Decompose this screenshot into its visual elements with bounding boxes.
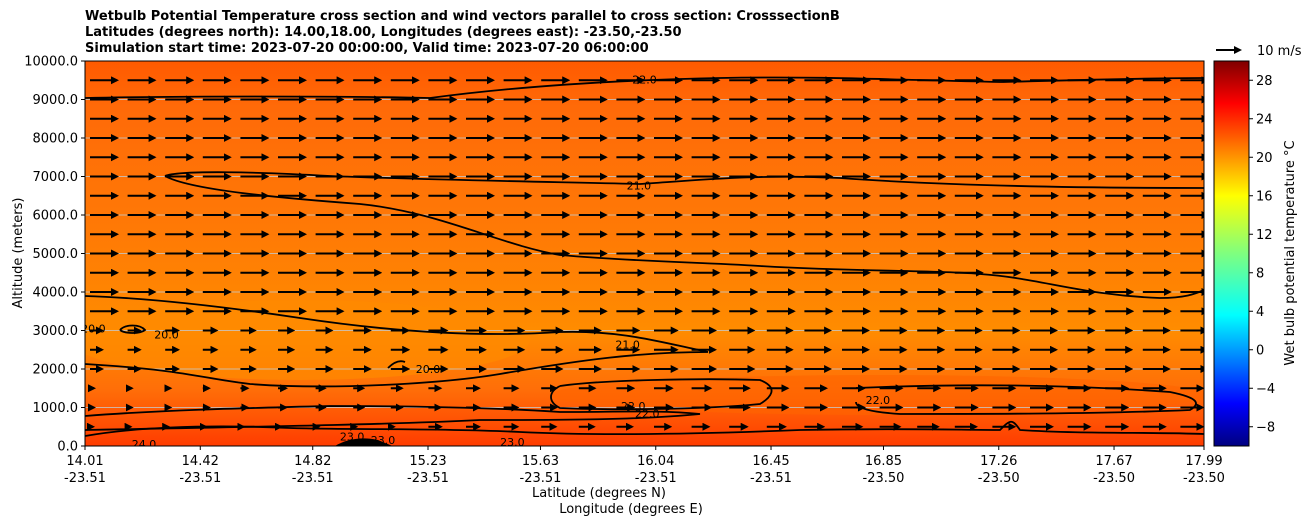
- contour-label-9: 23.0: [500, 436, 525, 449]
- x-tick-lon-4: -23.51: [520, 471, 562, 486]
- y-axis-label: Altitude (meters): [11, 198, 26, 309]
- contour-label-2: 21.0: [615, 339, 640, 352]
- x-tick-lat-6: 16.45: [752, 454, 789, 469]
- contour-20-hook: [387, 360, 406, 369]
- colorbar-tick-label-6: 16: [1256, 189, 1273, 204]
- x-tick-lon-6: -23.51: [750, 471, 792, 486]
- x-tick-lat-3: 15.23: [409, 454, 446, 469]
- colorbar-tick-label-1: −4: [1256, 382, 1275, 397]
- contour-label-7: 22.0: [621, 400, 646, 413]
- chart-title-line-1: Wetbulb Potential Temperature cross sect…: [85, 9, 840, 24]
- x-tick-lon-8: -23.50: [978, 471, 1020, 486]
- contour-label-5: 20.0: [416, 363, 441, 376]
- y-tick-label-0: 0.0: [57, 440, 78, 455]
- x-tick-lat-1: 14.42: [182, 454, 219, 469]
- x-tick-lon-0: -23.51: [64, 471, 106, 486]
- colorbar: [1213, 60, 1250, 447]
- cool-region: [85, 300, 530, 380]
- colorbar-tick-label-7: 20: [1256, 151, 1273, 166]
- y-tick-label-2: 2000.0: [33, 363, 79, 378]
- y-tick-label-9: 9000.0: [33, 93, 79, 108]
- y-axis: 0.0 1000.0 2000.0 3000.0 4000.0 5000.0 6000.0 7…: [24, 55, 85, 455]
- colorbar-tick-label-8: 24: [1256, 112, 1273, 127]
- contour-label-10: 24.0: [132, 438, 157, 451]
- contour-label-11: 23.0: [340, 430, 365, 443]
- contour-22-island-b: [855, 384, 1197, 415]
- contour-label-6: 22.0: [866, 394, 891, 407]
- colorbar-tick-label-9: 28: [1256, 74, 1273, 89]
- x-tick-lon-9: -23.50: [1093, 471, 1135, 486]
- colorbar-tick-label-3: 4: [1256, 305, 1264, 320]
- y-tick-label-10: 10000.0: [24, 55, 78, 70]
- contour-label-1: 21.0: [627, 180, 652, 193]
- x-tick-lon-10: -23.50: [1183, 471, 1225, 486]
- x-tick-lat-2: 14.82: [294, 454, 331, 469]
- x-tick-lat-9: 17.67: [1095, 454, 1132, 469]
- colorbar-ticks: −8 −4 0 4 8 12 16 20 24 28: [1249, 74, 1275, 435]
- y-tick-label-3: 3000.0: [33, 324, 79, 339]
- y-tick-label-8: 8000.0: [33, 132, 79, 147]
- contour-label-3: 20.0: [81, 323, 106, 336]
- wind-vectors: [87, 76, 1204, 431]
- x-tick-lat-10: 17.99: [1185, 454, 1222, 469]
- chart-title-line-3: Simulation start time: 2023-07-20 00:00:…: [85, 41, 649, 56]
- colorbar-tick-label-5: 12: [1256, 228, 1273, 243]
- x-tick-lat-4: 15.63: [522, 454, 559, 469]
- x-tick-lon-2: -23.51: [292, 471, 334, 486]
- wind-key-label: 10 m/s: [1257, 44, 1302, 59]
- colorbar-tick-label-4: 8: [1256, 266, 1264, 281]
- x-tick-lon-5: -23.51: [635, 471, 677, 486]
- x-axis-label-lat: Latitude (degrees N): [532, 486, 666, 501]
- y-tick-label-5: 5000.0: [33, 247, 79, 262]
- x-tick-lat-8: 17.26: [980, 454, 1017, 469]
- x-tick-lat-7: 16.85: [865, 454, 902, 469]
- x-tick-lon-3: -23.51: [407, 471, 449, 486]
- contour-labels: 22.021.021.020.0 20.020.022.022.022.023.0…: [81, 73, 891, 451]
- contour-label-12: 23.0: [371, 434, 396, 447]
- contour-20-small: [119, 324, 147, 334]
- y-tick-label-6: 6000.0: [33, 209, 79, 224]
- colorbar-label: Wet bulb potential temperature °C: [1283, 140, 1298, 365]
- colorbar-tick-label-2: 0: [1256, 343, 1264, 358]
- contour-22-lower: [85, 405, 701, 431]
- y-tick-label-1: 1000.0: [33, 401, 79, 416]
- colorbar-tick-label-0: −8: [1256, 420, 1275, 435]
- x-tick-lon-7: -23.50: [863, 471, 905, 486]
- terrain: [335, 438, 394, 446]
- chart-title-line-2: Latitudes (degrees north): 14.00,18.00, …: [85, 25, 682, 40]
- contour-20-mid: [85, 295, 709, 388]
- y-tick-label-4: 4000.0: [33, 286, 79, 301]
- x-tick-lon-1: -23.51: [179, 471, 221, 486]
- x-tick-lat-5: 16.04: [637, 454, 674, 469]
- contour-label-4: 20.0: [154, 328, 179, 341]
- contour-22-island-a: [550, 378, 773, 411]
- warm-region: [550, 375, 1204, 415]
- x-axis: 14.01 -23.51 14.42 -23.51 14.82 -23.51 15.23 -2…: [64, 446, 1225, 486]
- y-tick-label-7: 7000.0: [33, 170, 79, 185]
- contour-label-0: 22.0: [632, 73, 657, 86]
- x-tick-lat-0: 14.01: [66, 454, 103, 469]
- contour-23-bottom: [85, 420, 1204, 437]
- x-axis-label-lon: Longitude (degrees E): [559, 502, 703, 517]
- contour-label-8: 22.0: [635, 407, 660, 420]
